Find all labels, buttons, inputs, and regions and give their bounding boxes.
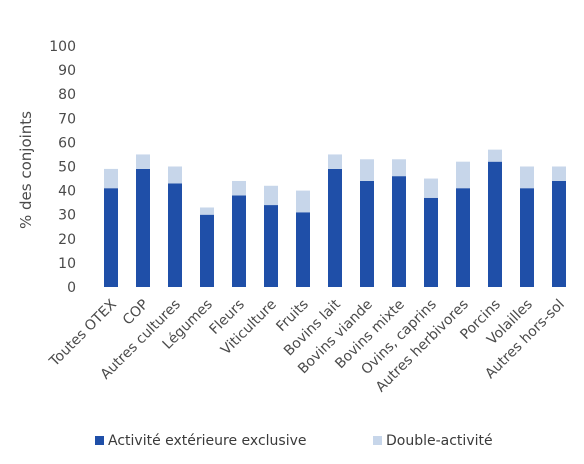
bar-exclusive-activity	[520, 188, 534, 287]
y-tick-label: 70	[58, 111, 76, 127]
bar-exclusive-activity	[424, 197, 438, 287]
bar-exclusive-activity	[200, 214, 214, 287]
bar-exclusive-activity	[232, 195, 246, 287]
y-tick-label: 30	[58, 208, 76, 224]
y-tick-label: 40	[58, 184, 76, 200]
y-tick-label: 10	[58, 256, 76, 272]
y-tick-label: 60	[58, 135, 76, 151]
bars	[104, 149, 566, 287]
legend-label: Activité extérieure exclusive	[108, 433, 306, 449]
bar-double-activity	[200, 207, 214, 215]
y-axis-ticks: 0 10 20 30 40 50 60 70 80 90 100	[49, 39, 76, 296]
bar-exclusive-activity	[360, 180, 374, 287]
legend-swatch	[95, 436, 104, 445]
bar-exclusive-activity	[328, 168, 342, 287]
bar-double-activity	[104, 168, 118, 189]
bar-double-activity	[360, 159, 374, 181]
y-tick-label: 90	[58, 63, 76, 79]
bar-exclusive-activity	[456, 188, 470, 287]
legend-swatch	[373, 436, 382, 445]
bar-double-activity	[392, 159, 406, 177]
bar-double-activity	[296, 190, 310, 213]
bar-double-activity	[456, 161, 470, 189]
y-tick-label: 20	[58, 232, 76, 248]
bar-double-activity	[264, 185, 278, 206]
bar-double-activity	[424, 178, 438, 198]
y-tick-label: 50	[58, 160, 76, 176]
y-axis-label: % des conjoints	[17, 111, 35, 229]
bar-exclusive-activity	[168, 183, 182, 287]
bar-double-activity	[136, 154, 150, 169]
y-tick-label: 0	[67, 280, 76, 296]
bar-exclusive-activity	[296, 212, 310, 287]
bar-double-activity	[488, 149, 502, 162]
bar-exclusive-activity	[136, 168, 150, 287]
bar-exclusive-activity	[552, 180, 566, 287]
legend: Activité extérieure exclusive Double-acti…	[95, 433, 493, 449]
bar-exclusive-activity	[264, 205, 278, 287]
bar-exclusive-activity	[104, 188, 118, 287]
legend-label: Double-activité	[386, 433, 493, 449]
bar-double-activity	[232, 180, 246, 196]
bar-exclusive-activity	[488, 161, 502, 287]
bar-double-activity	[168, 166, 182, 184]
y-tick-label: 80	[58, 87, 76, 103]
bar-double-activity	[552, 166, 566, 181]
bar-exclusive-activity	[392, 176, 406, 287]
bar-double-activity	[328, 154, 342, 169]
bar-double-activity	[520, 166, 534, 189]
y-tick-label: 100	[49, 39, 76, 55]
